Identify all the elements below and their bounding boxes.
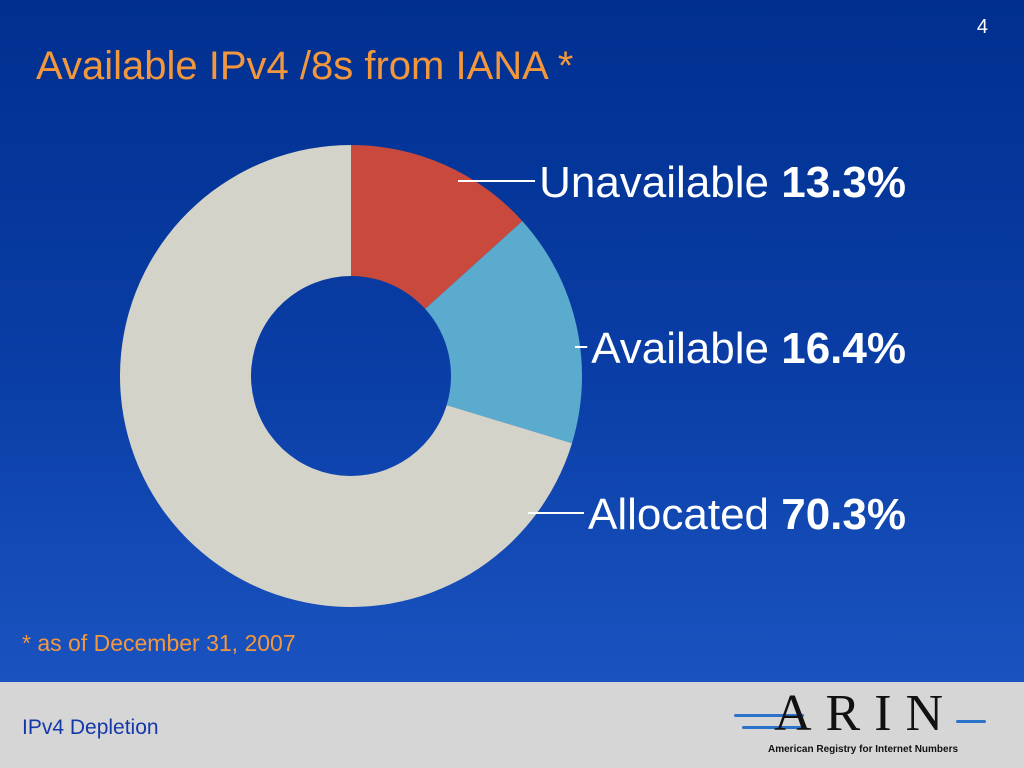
- slide: 4 Available IPv4 /8s from IANA * Unavail…: [0, 0, 1024, 682]
- slice-unavailable: [351, 145, 523, 309]
- label-category-allocated: Allocated: [588, 490, 781, 539]
- label-value-available: 16.4%: [781, 324, 906, 373]
- chart-title: Available IPv4 /8s from IANA *: [36, 44, 574, 88]
- slice-available: [425, 221, 582, 444]
- logo-tagline: American Registry for Internet Numbers: [768, 744, 959, 755]
- footer-title: IPv4 Depletion: [22, 716, 159, 739]
- logo-swoosh-top: [734, 714, 804, 717]
- label-category-unavailable: Unavailable: [539, 158, 781, 207]
- chart-labels: Unavailable 13.3% Available 16.4% Allocate…: [539, 158, 906, 539]
- label-category-available: Available: [591, 324, 781, 373]
- page-number: 4: [976, 16, 988, 38]
- label-unavailable: Unavailable 13.3%: [539, 158, 906, 207]
- label-value-unavailable: 13.3%: [781, 158, 906, 207]
- footer-band: [0, 682, 1024, 768]
- label-value-allocated: 70.3%: [781, 490, 906, 539]
- footnote: * as of December 31, 2007: [22, 630, 296, 656]
- logo-swoosh-bottom: [742, 726, 802, 729]
- chart-leader-lines: [458, 180, 588, 514]
- arin-logo: ARIN American Registry for Internet Numb…: [734, 686, 994, 764]
- logo-swoosh-right: [956, 720, 986, 723]
- donut-chart: Unavailable 13.3% Available 16.4% Allocate…: [119, 145, 906, 607]
- chart-slices: [119, 145, 582, 607]
- logo-wordmark: ARIN: [774, 685, 958, 742]
- label-available: Available 16.4%: [591, 324, 906, 373]
- slice-allocated: [119, 145, 573, 607]
- label-allocated: Allocated 70.3%: [588, 490, 906, 539]
